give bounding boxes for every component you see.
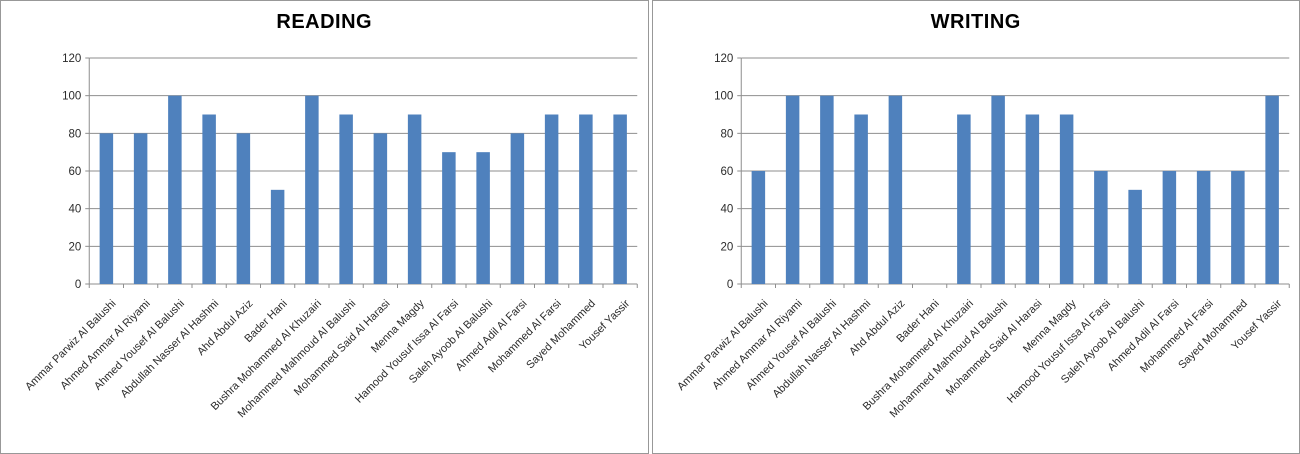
bar-sayed-mohammed	[579, 114, 593, 284]
y-tick-label: 20	[720, 241, 733, 253]
bar-bushra-mohammed-al-khuzairi	[956, 114, 971, 284]
bar-ahmed-adil-al-farsi	[510, 133, 525, 284]
bar-mohammed-mahmoud-al-balushi	[990, 95, 1005, 285]
y-tick-label: 120	[62, 53, 81, 65]
bar-yousef-yassir	[613, 114, 627, 284]
y-tick-label: 80	[68, 128, 81, 140]
y-tick-label: 100	[62, 91, 81, 103]
bar-menna-magdy	[1059, 114, 1073, 284]
bar-mohammed-al-farsi	[544, 114, 559, 284]
y-tick-label: 80	[720, 128, 733, 140]
bar-ahd-abdul-aziz	[236, 133, 251, 284]
bar-ahmed-ammar-al-riyami	[133, 133, 148, 284]
bar-mohammed-said-al-harasi	[373, 133, 388, 284]
bar-ahmed-adil-al-farsi	[1162, 171, 1176, 284]
bar-ahd-abdul-aziz	[888, 95, 902, 285]
y-tick-label: 100	[714, 91, 733, 103]
bar-ammar-parwiz-al-balushi	[99, 133, 114, 284]
y-tick-label: 40	[68, 204, 81, 216]
bar-ammar-parwiz-al-balushi	[751, 171, 765, 284]
bar-yousef-yassir	[1264, 95, 1279, 285]
writing-chart-title: WRITING	[930, 11, 1021, 33]
bar-ahmed-ammar-al-riyami	[785, 95, 799, 285]
bar-hamood-yousuf-issa-al-farsi	[1093, 171, 1108, 284]
bar-hamood-yousuf-issa-al-farsi	[442, 152, 456, 284]
writing-chart-panel: WRITING 0 20 40 60 80 100 120 Ammar Parwiz Al B…	[651, 0, 1300, 454]
bar-abdullah-nasser-al-hashmi	[202, 114, 216, 284]
bar-sayed-mohammed	[1230, 171, 1245, 284]
bar-bushra-mohammed-al-khuzairi	[305, 95, 319, 285]
y-tick-label: 40	[720, 204, 733, 216]
bar-ahmed-yousef-al-balushi	[819, 95, 834, 285]
bar-abdullah-nasser-al-hashmi	[853, 114, 868, 284]
bar-mohammed-al-farsi	[1196, 171, 1210, 284]
y-tick-label: 20	[68, 241, 81, 253]
bar-bader-hani	[270, 189, 285, 284]
y-tick-label: 0	[75, 279, 81, 291]
bar-saleh-ayoob-al-balushi	[476, 152, 490, 284]
y-tick-label: 0	[726, 279, 732, 291]
bar-mohammed-mahmoud-al-balushi	[339, 114, 353, 284]
reading-chart-panel: READING 0 20 40 60 80 100 120 Ammar Parwiz Al B…	[0, 0, 649, 454]
bar-mohammed-said-al-harasi	[1025, 114, 1039, 284]
bar-ahmed-yousef-al-balushi	[168, 95, 182, 285]
y-tick-label: 60	[720, 166, 733, 178]
bar-menna-magdy	[407, 114, 422, 284]
y-tick-label: 60	[68, 166, 81, 178]
y-tick-label: 120	[714, 53, 733, 65]
reading-chart-title: READING	[276, 11, 373, 33]
bar-saleh-ayoob-al-balushi	[1127, 189, 1142, 284]
